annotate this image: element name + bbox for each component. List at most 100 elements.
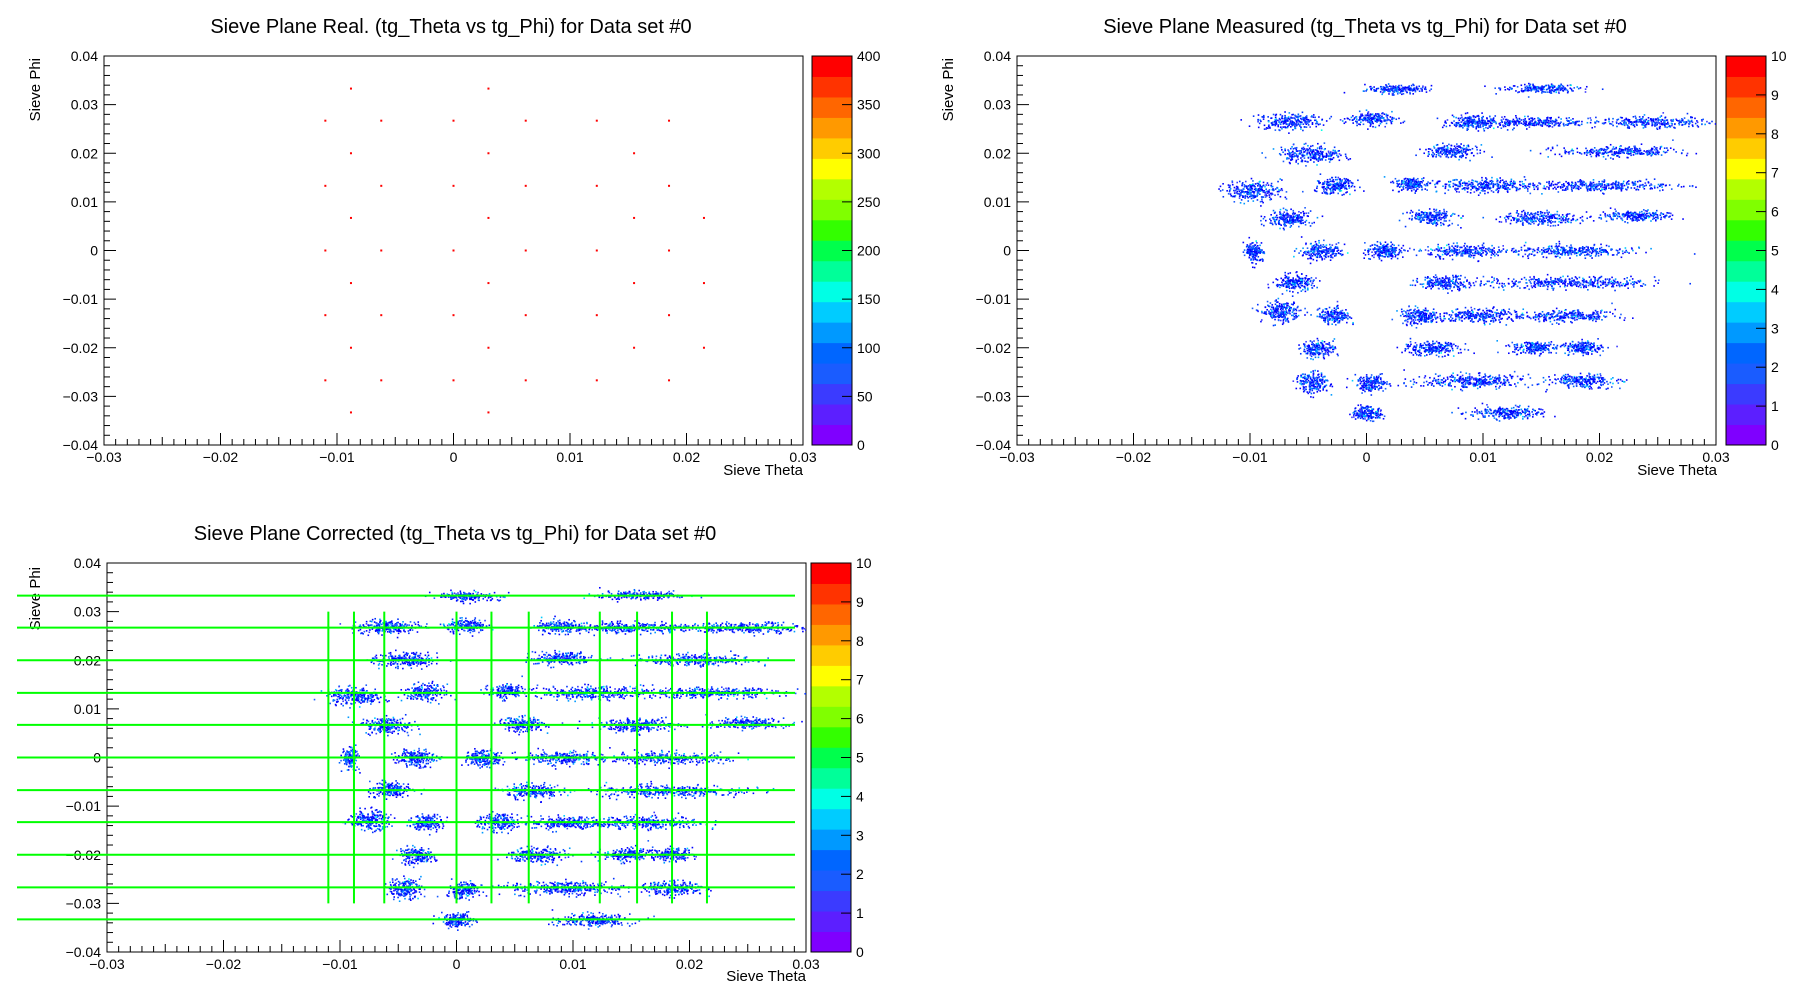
sieve-hole-point	[349, 282, 352, 285]
y-tick-label: −0.04	[66, 944, 102, 960]
x-tick-label: 0	[1363, 449, 1371, 465]
color-scale-band	[811, 747, 851, 769]
color-scale-band	[812, 76, 852, 98]
x-tick-label: −0.03	[89, 956, 125, 972]
sieve-hole-point	[349, 346, 352, 349]
event-cluster	[1345, 373, 1392, 396]
z-tick-label: 0	[857, 437, 865, 453]
sieve-hole-point	[702, 216, 705, 219]
color-scale: 0 1 2 3 4 5 6 7 8 9 10	[1725, 48, 1787, 453]
event-cluster	[1484, 302, 1634, 326]
sieve-hole-point	[324, 184, 327, 187]
sieve-hole-point	[452, 314, 455, 317]
color-scale-band	[812, 56, 852, 77]
axis-ticks: −0.03 −0.02 −0.01 0 0.01 0.02 0.03−0.04−0.03−0…	[976, 48, 1730, 465]
event-cluster	[1553, 338, 1618, 357]
color-scale-band	[811, 890, 851, 912]
color-scale-band	[811, 767, 851, 789]
sieve-hole-point	[380, 314, 383, 317]
y-tick-label: −0.01	[66, 798, 102, 814]
color-scale-band	[1726, 76, 1766, 98]
y-tick-label: −0.03	[66, 895, 102, 911]
y-tick-label: 0.03	[71, 97, 98, 113]
color-scale-band	[1726, 301, 1766, 323]
event-cluster	[1529, 139, 1698, 160]
sieve-hole-point	[524, 119, 527, 122]
event-cluster	[1585, 207, 1684, 224]
y-tick-label: −0.03	[976, 388, 1012, 404]
color-scale: 0 1 2 3 4 5 6 7 8 9 10	[810, 555, 872, 960]
sieve-hole-point	[452, 119, 455, 122]
x-tick-label: −0.03	[999, 449, 1035, 465]
x-tick-label: −0.03	[86, 449, 122, 465]
reference-lines	[17, 594, 795, 921]
color-scale-band	[811, 603, 851, 625]
y-tick-label: −0.04	[63, 437, 99, 453]
color-scale-band	[812, 363, 852, 385]
event-cluster	[424, 589, 510, 605]
sieve-hole-point	[380, 249, 383, 252]
x-tick-label: 0.02	[673, 449, 700, 465]
color-scale-band	[1726, 178, 1766, 200]
z-tick-label: 6	[1771, 204, 1779, 220]
event-cluster	[1537, 372, 1628, 391]
color-scale-band	[1726, 342, 1766, 364]
y-tick-label: −0.02	[63, 340, 99, 356]
event-cluster	[1391, 305, 1444, 329]
x-tick-label: −0.01	[1232, 449, 1268, 465]
event-cluster	[1292, 369, 1334, 399]
x-tick-label: 0.01	[556, 449, 583, 465]
event-cluster	[701, 713, 803, 732]
x-tick-label: 0	[450, 449, 458, 465]
color-scale-band	[812, 342, 852, 364]
event-cluster	[1484, 82, 1604, 98]
y-tick-label: 0.03	[984, 97, 1011, 113]
z-tick-label: 9	[1771, 87, 1779, 103]
axis-ticks: −0.03 −0.02 −0.01 0 0.01 0.02 0.03−0.04−0.03−0…	[63, 48, 817, 465]
event-cluster	[1464, 273, 1692, 292]
event-cluster	[1489, 240, 1696, 260]
sieve-hole-point	[487, 282, 490, 285]
color-scale-band	[811, 931, 851, 953]
color-scale-band	[811, 644, 851, 666]
x-tick-label: 0.03	[789, 449, 816, 465]
chart-title: Sieve Plane Corrected (tg_Theta vs tg_Ph…	[194, 523, 717, 545]
plot-data	[1218, 82, 1716, 423]
sieve-hole-point	[380, 379, 383, 382]
event-cluster	[1396, 337, 1475, 358]
x-tick-label: 0	[453, 956, 461, 972]
color-scale-band	[812, 96, 852, 118]
event-cluster	[1424, 306, 1541, 326]
z-tick-label: 7	[856, 672, 864, 688]
event-cluster	[1260, 205, 1324, 231]
color-scale-band	[812, 137, 852, 159]
chart-title: Sieve Plane Measured (tg_Theta vs tg_Phi…	[1103, 16, 1627, 38]
y-axis-label: Sieve Phi	[940, 58, 957, 121]
event-cluster	[1218, 177, 1288, 205]
z-tick-label: 1	[1771, 398, 1779, 414]
x-tick-label: 0.01	[559, 956, 586, 972]
event-cluster	[1398, 208, 1464, 229]
event-cluster	[342, 806, 396, 834]
event-cluster	[1566, 112, 1716, 131]
color-scale-band	[812, 219, 852, 241]
color-scale-band	[812, 383, 852, 405]
color-scale-band	[1726, 424, 1766, 446]
sieve-hole-point	[668, 184, 671, 187]
color-scale-band	[812, 281, 852, 303]
y-tick-label: 0.02	[984, 145, 1011, 161]
sieve-hole-point	[633, 346, 636, 349]
sieve-hole-point	[595, 119, 598, 122]
color-scale-band	[811, 849, 851, 871]
plot-data	[324, 87, 705, 414]
color-scale-band	[811, 706, 851, 728]
z-tick-label: 5	[856, 750, 864, 766]
z-tick-label: 3	[856, 827, 864, 843]
panel-corrected: Sieve Plane Corrected (tg_Theta vs tg_Ph…	[17, 523, 872, 985]
sieve-hole-point	[380, 119, 383, 122]
y-axis-label: Sieve Phi	[27, 58, 44, 121]
color-scale-band	[812, 178, 852, 200]
x-tick-label: 0.02	[1586, 449, 1613, 465]
event-cluster	[338, 744, 361, 774]
z-tick-label: 300	[857, 145, 881, 161]
